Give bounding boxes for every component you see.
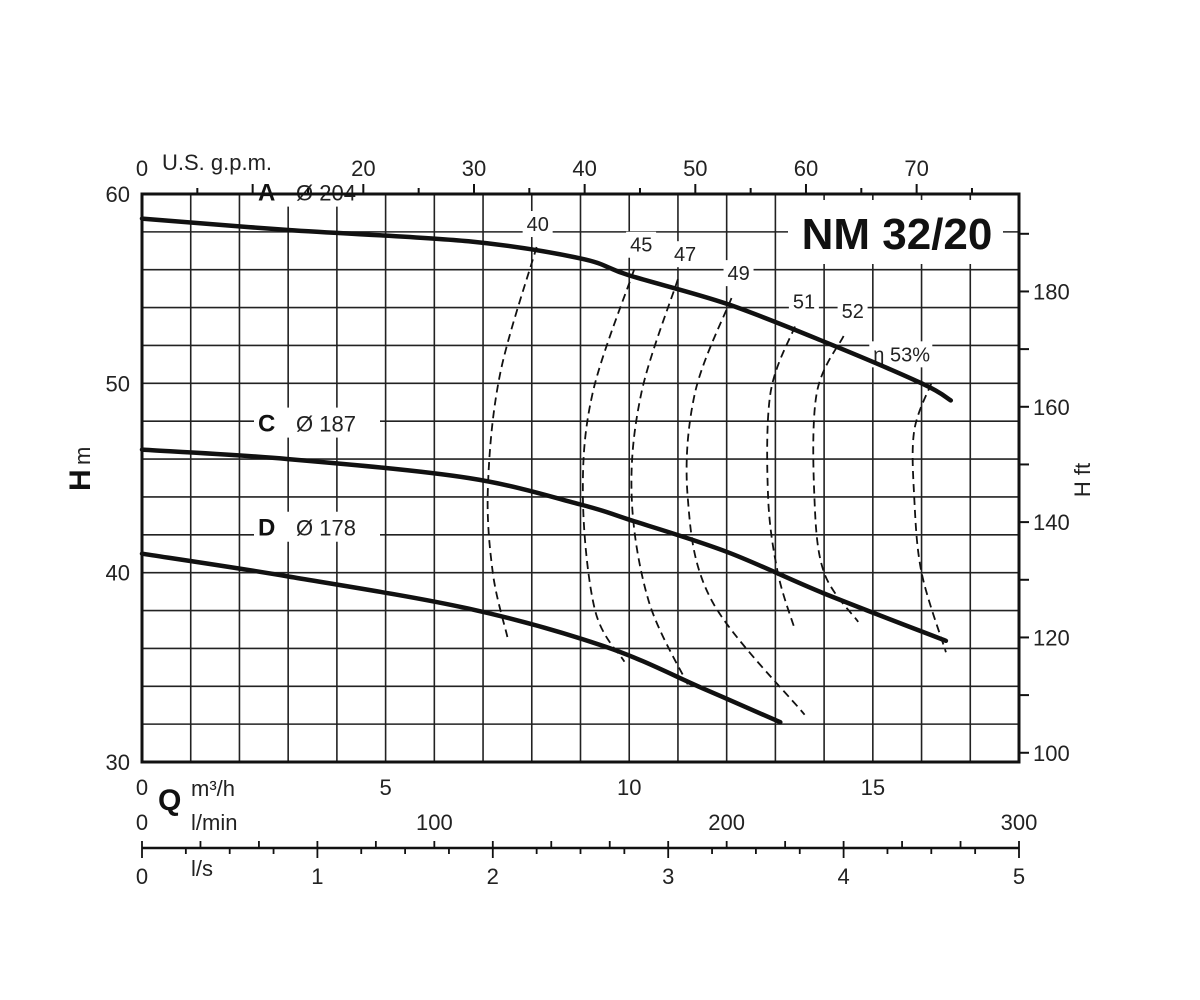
series-name-d: D <box>258 515 275 542</box>
efficiency-curve-4 <box>685 297 806 716</box>
efficiency-label: 51 <box>793 292 815 314</box>
chart-title: NM 32/20 <box>802 210 993 259</box>
x-tick-label-lmin: 100 <box>416 810 453 835</box>
series-label-bg <box>254 176 380 207</box>
y-tick-label-left: 50 <box>106 371 130 396</box>
x-tick-label-lmin: 0 <box>136 810 148 835</box>
pump-curve-a <box>139 216 954 403</box>
x-axis-ls-unit: l/s <box>191 856 213 881</box>
efficiency-label-bg <box>522 211 553 238</box>
q-axis-label: Q <box>158 784 181 817</box>
x-axis-usgpm-unit: U.S. g.p.m. <box>162 150 272 175</box>
efficiency-label-bg <box>723 260 754 287</box>
y-axis-left-label: H m <box>64 447 97 491</box>
x-tick-label-usgpm: 50 <box>683 156 707 181</box>
efficiency-curve-5 <box>766 326 796 630</box>
x-tick-label-ls: 2 <box>487 864 499 889</box>
y-axis-left-label-bold: H <box>64 469 97 491</box>
y-tick-label-right: 140 <box>1033 510 1070 535</box>
pump-curve-c <box>139 447 949 644</box>
series-label-bg <box>254 407 380 438</box>
y-tick-label-left: 30 <box>106 750 130 775</box>
x-tick-label-ls: 0 <box>136 864 148 889</box>
x-tick-label-usgpm: 0 <box>136 156 148 181</box>
efficiency-label-bg <box>837 298 868 324</box>
y-tick-label-left: 60 <box>106 182 130 207</box>
y-axis-left-label-unit: m <box>70 447 95 465</box>
x-tick-label-m3h: 15 <box>861 775 885 800</box>
x-axis-lmin-unit: l/min <box>191 810 237 835</box>
x-tick-label-ls: 1 <box>311 864 323 889</box>
efficiency-label: 45 <box>630 235 652 257</box>
y-tick-label-left: 40 <box>106 561 130 586</box>
efficiency-label: 49 <box>728 263 750 285</box>
chart-grid <box>142 194 1019 762</box>
x-axis-m3h-unit: m³/h <box>191 776 235 801</box>
x-tick-label-m3h: 0 <box>136 775 148 800</box>
plot-frame <box>140 192 1021 764</box>
efficiency-curves: 40 45 47 49 51 52 η 53% <box>486 211 947 716</box>
series-diameter-d: Ø 178 <box>296 516 356 541</box>
y-tick-label-right: 120 <box>1033 625 1070 650</box>
efficiency-label-bg <box>788 288 819 315</box>
y-tick-label-right: 100 <box>1033 741 1070 766</box>
efficiency-curve-6 <box>812 335 859 623</box>
x-tick-label-ls: 5 <box>1013 864 1025 889</box>
x-tick-label-usgpm: 40 <box>572 156 596 181</box>
x-tick-label-lmin: 200 <box>708 810 745 835</box>
efficiency-curve-2 <box>581 269 635 663</box>
x-tick-label-ls: 3 <box>662 864 674 889</box>
plot-border <box>140 192 1021 764</box>
y-tick-label-right: 180 <box>1033 279 1070 304</box>
efficiency-label-bg <box>626 231 657 258</box>
efficiency-curve-1 <box>486 246 538 638</box>
title-box <box>788 200 1003 264</box>
y-tick-label-right: 160 <box>1033 395 1070 420</box>
x-tick-label-ls: 4 <box>837 864 849 889</box>
efficiency-curve-7 <box>911 382 947 653</box>
efficiency-label: 47 <box>674 244 696 266</box>
x-tick-label-lmin: 300 <box>1001 810 1038 835</box>
y-axis-right-label: H ft <box>1070 463 1095 497</box>
x-tick-label-usgpm: 70 <box>904 156 928 181</box>
pump-curve-d <box>139 551 783 725</box>
y-axis-right-label-text: H ft <box>1070 463 1095 497</box>
series-label-bg <box>254 511 380 542</box>
efficiency-curve-3 <box>630 278 689 685</box>
efficiency-label-bg <box>669 241 700 268</box>
efficiency-label: η 53% <box>873 344 930 366</box>
series-diameter-c: Ø 187 <box>296 412 356 437</box>
x-tick-label-usgpm: 60 <box>794 156 818 181</box>
x-tick-label-usgpm: 30 <box>462 156 486 181</box>
x-tick-label-m3h: 5 <box>379 775 391 800</box>
efficiency-label: 52 <box>842 301 864 323</box>
efficiency-label: 40 <box>527 214 549 236</box>
series-name-c: C <box>258 411 275 438</box>
x-tick-label-m3h: 10 <box>617 775 641 800</box>
x-tick-label-usgpm: 20 <box>351 156 375 181</box>
